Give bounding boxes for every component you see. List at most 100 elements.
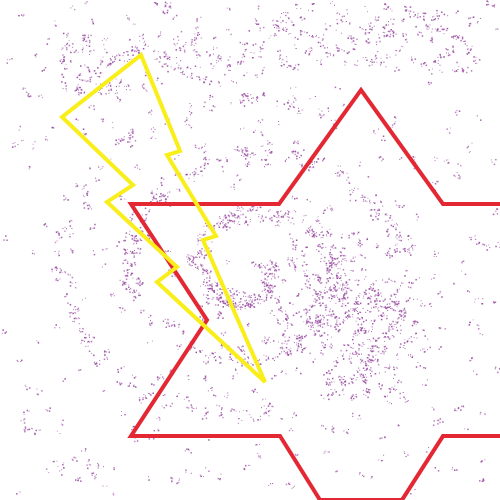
purple-speck: [309, 229, 310, 231]
purple-speck: [385, 336, 387, 338]
purple-speck: [385, 305, 387, 307]
purple-speck: [242, 208, 244, 210]
purple-speck: [69, 285, 72, 287]
purple-speck: [100, 83, 102, 85]
purple-speck: [365, 293, 367, 295]
purple-speck: [84, 133, 86, 136]
purple-speck: [23, 14, 25, 16]
purple-speck: [163, 178, 165, 180]
purple-speck: [334, 247, 336, 249]
purple-speck: [367, 354, 370, 356]
purple-speck: [174, 325, 176, 327]
purple-speck: [231, 408, 233, 410]
purple-speck: [280, 372, 282, 373]
purple-speck: [68, 44, 71, 47]
purple-speck: [334, 86, 337, 89]
purple-speck: [315, 301, 317, 303]
purple-speck: [264, 412, 266, 414]
purple-speck: [135, 240, 138, 243]
purple-speck: [462, 261, 463, 263]
purple-speck: [80, 480, 82, 482]
purple-speck: [262, 44, 264, 46]
purple-speck: [458, 110, 461, 112]
purple-speck: [343, 379, 345, 380]
purple-speck: [325, 428, 327, 430]
purple-speck: [127, 18, 129, 20]
purple-speck: [24, 430, 26, 433]
purple-speck: [207, 294, 209, 297]
purple-speck: [259, 221, 261, 223]
purple-speck: [348, 181, 350, 183]
purple-speck: [368, 358, 371, 361]
purple-speck: [419, 16, 421, 18]
purple-speck: [333, 287, 335, 289]
purple-speck: [211, 289, 213, 291]
purple-speck: [166, 9, 169, 12]
purple-speck: [250, 210, 252, 212]
purple-speck: [44, 223, 47, 225]
purple-speck: [214, 351, 216, 353]
purple-speck: [285, 30, 287, 32]
purple-speck: [391, 30, 394, 32]
purple-speck: [335, 44, 338, 47]
purple-speck: [178, 345, 181, 348]
purple-speck: [336, 281, 338, 283]
purple-speck: [291, 352, 293, 354]
purple-speck: [362, 297, 364, 299]
purple-speck: [471, 45, 473, 47]
purple-speck: [364, 200, 367, 202]
purple-speck: [256, 96, 258, 98]
purple-speck: [370, 350, 371, 352]
purple-speck: [200, 250, 202, 252]
purple-speck: [389, 391, 391, 394]
purple-speck: [290, 237, 292, 239]
purple-speck: [203, 256, 206, 259]
purple-speck: [345, 281, 348, 283]
purple-speck: [440, 30, 442, 32]
purple-speck: [440, 55, 441, 57]
purple-speck: [158, 61, 161, 63]
purple-speck: [343, 294, 345, 297]
purple-speck: [45, 138, 47, 141]
purple-speck: [278, 27, 280, 29]
purple-speck: [301, 351, 303, 353]
purple-speck: [265, 341, 267, 343]
purple-speck: [313, 289, 315, 291]
purple-speck: [381, 139, 383, 141]
purple-speck: [220, 159, 222, 161]
purple-speck: [119, 59, 121, 61]
purple-speck: [386, 231, 389, 233]
purple-speck: [229, 220, 231, 222]
purple-speck: [320, 325, 321, 327]
purple-speck: [437, 252, 439, 254]
purple-speck: [206, 301, 208, 303]
purple-speck: [360, 329, 362, 331]
purple-speck: [201, 170, 203, 172]
purple-speck: [93, 227, 96, 229]
purple-speck: [493, 163, 496, 166]
purple-speck: [266, 295, 268, 296]
purple-speck: [67, 273, 69, 276]
purple-speck: [283, 350, 285, 353]
purple-speck: [374, 358, 376, 360]
purple-speck: [334, 4, 335, 6]
purple-speck: [235, 306, 238, 308]
purple-speck: [243, 93, 246, 95]
purple-speck: [405, 300, 408, 303]
purple-speck: [312, 164, 314, 166]
purple-speck: [318, 37, 320, 39]
purple-speck: [219, 222, 222, 225]
purple-speck: [382, 31, 384, 33]
purple-speck: [297, 112, 299, 114]
purple-speck: [395, 54, 397, 56]
purple-speck: [118, 85, 120, 87]
purple-speck: [173, 16, 175, 18]
purple-speck: [286, 66, 288, 68]
purple-speck: [172, 272, 174, 274]
purple-speck: [355, 350, 357, 352]
purple-speck: [119, 382, 121, 384]
purple-speck: [308, 53, 311, 55]
purple-speck: [265, 355, 267, 357]
purple-speck: [205, 254, 207, 256]
purple-speck: [377, 19, 379, 21]
